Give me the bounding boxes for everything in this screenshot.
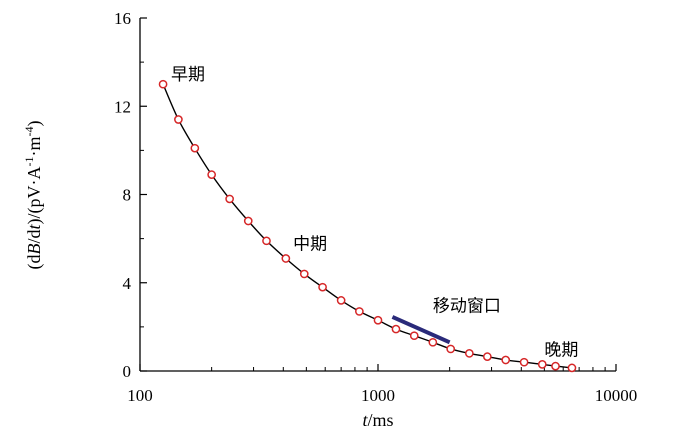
data-point xyxy=(225,194,234,204)
x-tick-label: 100 xyxy=(127,386,153,405)
annotation-label: 早期 xyxy=(171,65,205,85)
data-point xyxy=(262,236,271,246)
annotation-label: 中期 xyxy=(293,235,327,255)
data-point xyxy=(243,216,253,226)
annotation-label: 晚期 xyxy=(544,341,578,361)
data-points xyxy=(158,79,577,373)
y-axis-label: (dB/dt)/(pV·A-1·m-4) xyxy=(22,120,45,269)
data-point xyxy=(501,355,511,365)
data-point xyxy=(174,115,183,124)
data-point xyxy=(391,324,401,334)
data-point xyxy=(482,352,492,362)
data-point xyxy=(355,307,364,316)
y-tick-label: 4 xyxy=(123,274,132,293)
moving-window-bar xyxy=(391,315,451,345)
data-point xyxy=(299,269,309,279)
fit-curve xyxy=(162,83,572,369)
y-tick-label: 8 xyxy=(123,186,132,205)
data-point xyxy=(190,143,200,153)
data-point xyxy=(428,337,438,347)
data-point xyxy=(519,357,529,367)
annotation-label: 移动窗口 xyxy=(433,296,501,316)
data-point xyxy=(373,315,383,325)
data-point xyxy=(409,331,419,341)
data-point xyxy=(567,363,577,373)
data-point xyxy=(281,254,291,263)
data-point xyxy=(336,296,346,305)
data-point xyxy=(207,170,216,179)
x-tick-label: 1000 xyxy=(361,386,395,405)
y-tick-label: 12 xyxy=(114,97,131,116)
data-point xyxy=(464,349,474,358)
data-point xyxy=(446,344,456,354)
data-point xyxy=(551,361,560,371)
y-tick-label: 16 xyxy=(114,9,131,28)
x-tick-label: 10000 xyxy=(595,386,638,405)
x-axis-label: t/ms xyxy=(362,410,393,430)
y-tick-label: 0 xyxy=(123,362,132,381)
data-point xyxy=(318,282,327,292)
data-point xyxy=(537,360,547,369)
data-point xyxy=(158,79,168,89)
